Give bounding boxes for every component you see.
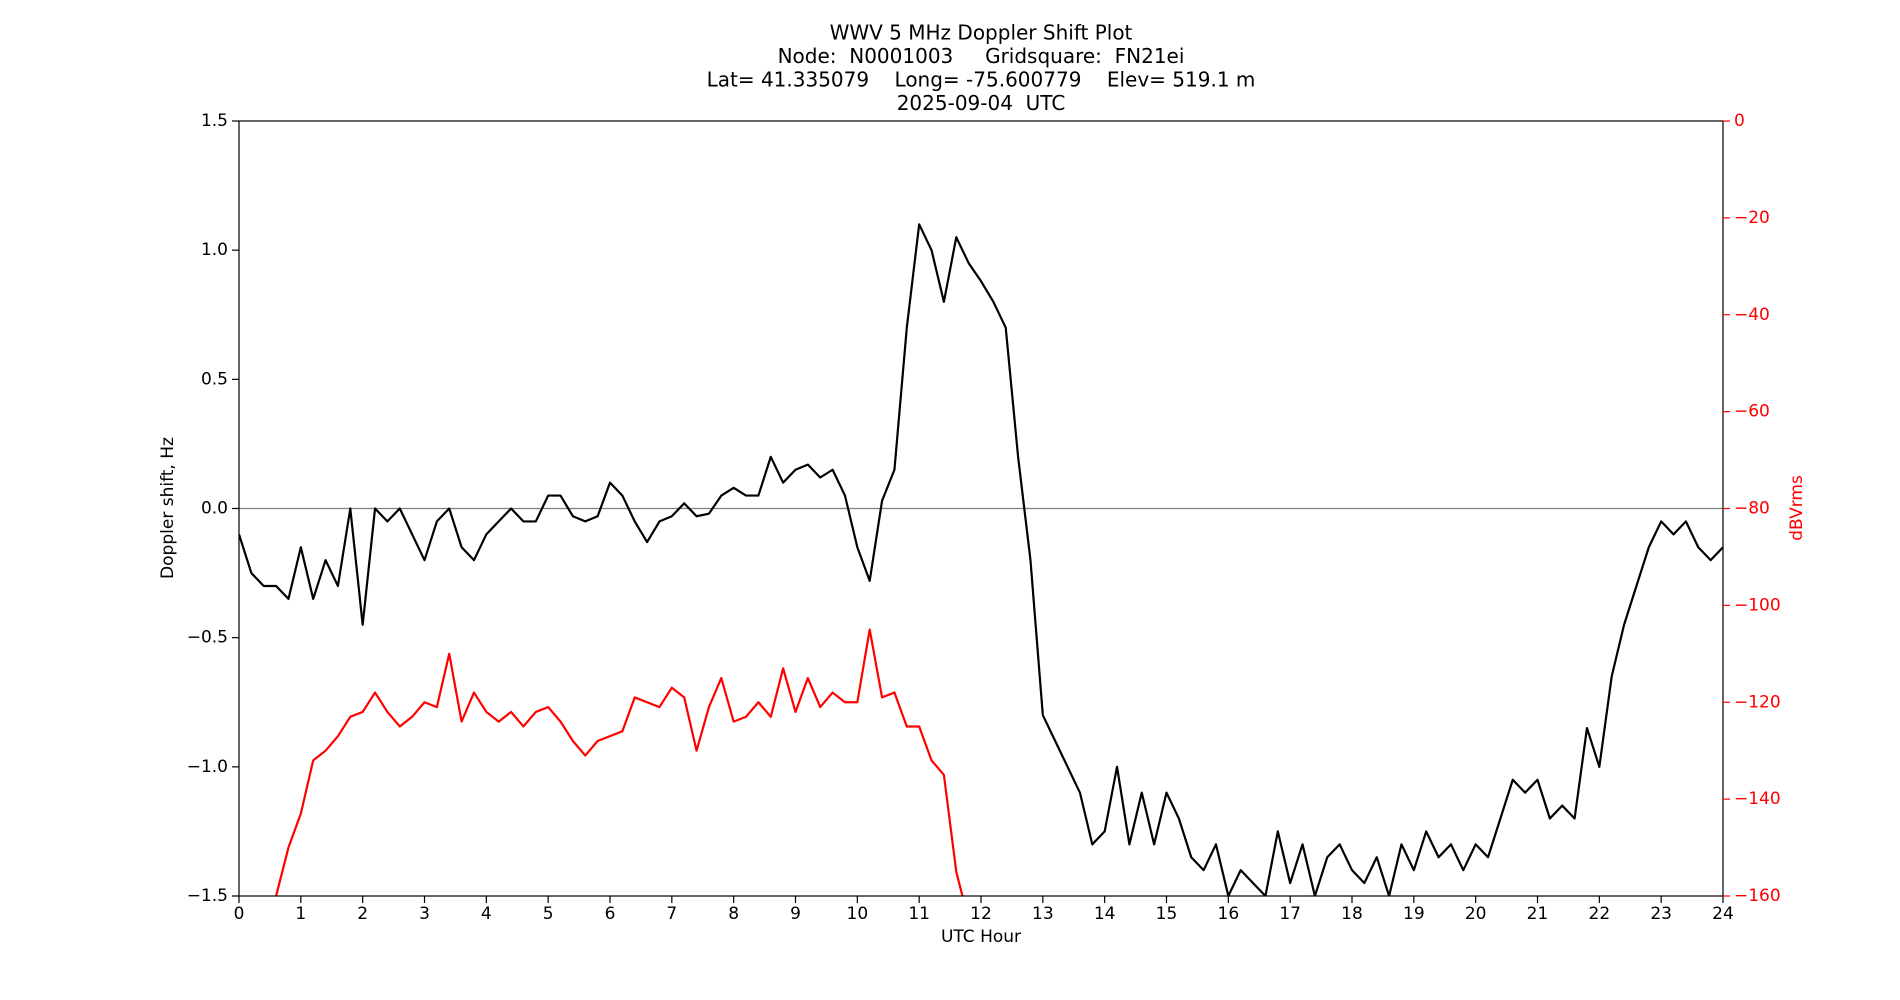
x-tick-label: 23 <box>1650 904 1672 924</box>
x-tick-label: 14 <box>1094 904 1116 924</box>
y-tick-label: −1.0 <box>187 757 228 777</box>
y-tick-label: 1.5 <box>201 111 228 131</box>
x-tick-label: 4 <box>481 904 492 924</box>
x-tick-label: 8 <box>728 904 739 924</box>
chart-title: Lat= 41.335079 Long= -75.600779 Elev= 51… <box>707 68 1256 92</box>
x-tick-label: 18 <box>1341 904 1363 924</box>
x-tick-label: 5 <box>543 904 554 924</box>
y2-tick-label: −120 <box>1734 692 1781 712</box>
x-tick-label: 17 <box>1279 904 1301 924</box>
x-tick-label: 1 <box>295 904 306 924</box>
chart-title: Node: N0001003 Gridsquare: FN21ei <box>778 44 1185 68</box>
x-tick-label: 13 <box>1032 904 1054 924</box>
x-tick-label: 2 <box>357 904 368 924</box>
x-tick-label: 11 <box>908 904 930 924</box>
x-tick-label: 7 <box>666 904 677 924</box>
y-tick-label: −1.5 <box>187 886 228 906</box>
x-tick-label: 24 <box>1712 904 1734 924</box>
y-tick-label: 0.5 <box>201 369 228 389</box>
y-tick-label: 0.0 <box>201 499 228 519</box>
x-tick-label: 0 <box>234 904 245 924</box>
x-tick-label: 12 <box>970 904 992 924</box>
y2-tick-label: −80 <box>1734 499 1770 519</box>
plot-lines <box>239 223 1723 896</box>
y2-tick-label: −140 <box>1734 789 1781 809</box>
x-tick-label: 10 <box>847 904 869 924</box>
y2-tick-label: 0 <box>1734 111 1745 131</box>
x-tick-label: 20 <box>1465 904 1487 924</box>
x-tick-label: 21 <box>1527 904 1549 924</box>
y2-tick-label: −60 <box>1734 402 1770 422</box>
y-tick-label: −0.5 <box>187 628 228 648</box>
y-axis-label: Doppler shift, Hz <box>158 437 178 579</box>
y2-tick-label: −40 <box>1734 305 1770 325</box>
y-tick-label: 1.0 <box>201 240 228 260</box>
y2-tick-label: −160 <box>1734 886 1781 906</box>
series-line <box>275 628 964 896</box>
y2-tick-label: −100 <box>1734 595 1781 615</box>
y2-axis-label: dBVrms <box>1787 475 1807 541</box>
x-tick-label: 6 <box>605 904 616 924</box>
x-tick-label: 15 <box>1156 904 1178 924</box>
chart-title: 2025-09-04 UTC <box>897 91 1066 115</box>
x-tick-label: 16 <box>1218 904 1240 924</box>
y2-tick-label: −20 <box>1734 208 1770 228</box>
x-tick-label: 3 <box>419 904 430 924</box>
x-tick-label: 22 <box>1589 904 1611 924</box>
x-tick-label: 9 <box>790 904 801 924</box>
chart-title: WWV 5 MHz Doppler Shift Plot <box>830 21 1133 45</box>
series-line <box>239 223 1723 896</box>
x-axis-label: UTC Hour <box>941 927 1021 947</box>
x-tick-label: 19 <box>1403 904 1425 924</box>
